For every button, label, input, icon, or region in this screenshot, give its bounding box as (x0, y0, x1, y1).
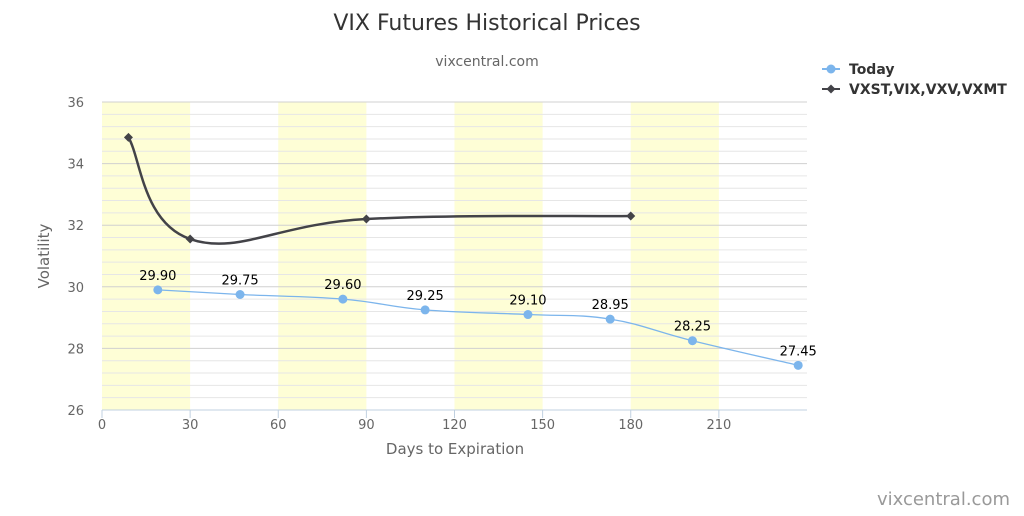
y-tick-label: 36 (67, 96, 84, 111)
y-tick-label: 30 (67, 281, 84, 296)
data-label: 29.25 (407, 289, 444, 304)
data-point (153, 285, 163, 295)
x-tick-label: 30 (182, 418, 199, 433)
y-axis-label: Volatility (35, 223, 53, 288)
chart-subtitle: vixcentral.com (435, 54, 538, 70)
legend-item-today[interactable]: Today (822, 62, 894, 78)
grid-lines (102, 101, 807, 411)
shaded-bands (102, 102, 719, 410)
data-label: 28.95 (592, 298, 629, 313)
data-point (605, 314, 615, 324)
credit-text[interactable]: vixcentral.com (877, 489, 1010, 510)
data-point (793, 360, 803, 370)
x-axis-label: Days to Expiration (386, 440, 524, 458)
series-line-1 (127, 136, 631, 245)
legend-today-marker (826, 64, 836, 74)
x-tick-label: 0 (98, 418, 106, 433)
shaded-band-2 (454, 102, 543, 410)
y-tick-label: 26 (67, 404, 84, 419)
data-point (235, 290, 245, 299)
shaded-band-0 (102, 102, 191, 410)
y-tick-label: 28 (67, 342, 84, 357)
data-label: 29.60 (324, 278, 361, 293)
chart-title: VIX Futures Historical Prices (333, 11, 640, 36)
series-line-0 (157, 289, 799, 366)
data-label: 27.45 (780, 344, 817, 359)
legend: Today VXST,VIX,VXV,VXMT (822, 62, 1007, 98)
axes: 0 30 60 90 120 150 180 210 26 28 30 32 34 36 (67, 96, 807, 433)
data-point (523, 310, 533, 320)
data-label: 29.75 (221, 274, 258, 289)
legend-item-term-structure[interactable]: VXST,VIX,VXV,VXMT (822, 82, 1007, 98)
y-tick-label: 34 (67, 158, 84, 173)
data-label: 29.90 (139, 269, 176, 284)
data-point (185, 234, 195, 244)
series-layer: 29.90 29.75 29.60 29.25 29.10 28.95 28.25 27.45 (123, 132, 817, 370)
x-tick-label: 180 (618, 418, 643, 433)
x-tick-label: 150 (530, 418, 555, 433)
y-tick-label: 32 (67, 219, 84, 234)
legend-label-term-structure: VXST,VIX,VXV,VXMT (849, 82, 1007, 98)
x-tick-label: 210 (706, 418, 731, 433)
x-tick-label: 60 (270, 418, 287, 433)
data-point (338, 294, 348, 304)
data-label: 28.25 (674, 320, 711, 335)
shaded-band-1 (278, 102, 367, 410)
shaded-band-3 (630, 102, 719, 410)
data-point (123, 132, 133, 142)
data-point (626, 211, 636, 221)
legend-label-today: Today (849, 62, 894, 78)
data-point (420, 305, 430, 315)
legend-term-structure-marker (826, 84, 836, 94)
x-tick-label: 120 (442, 418, 467, 433)
data-label: 29.10 (509, 294, 546, 309)
series-0: 29.90 29.75 29.60 29.25 29.10 28.95 28.25 27.45 (139, 269, 817, 370)
data-point (361, 214, 371, 224)
data-point (687, 336, 697, 346)
series-1 (123, 132, 636, 245)
x-tick-label: 90 (358, 418, 375, 433)
